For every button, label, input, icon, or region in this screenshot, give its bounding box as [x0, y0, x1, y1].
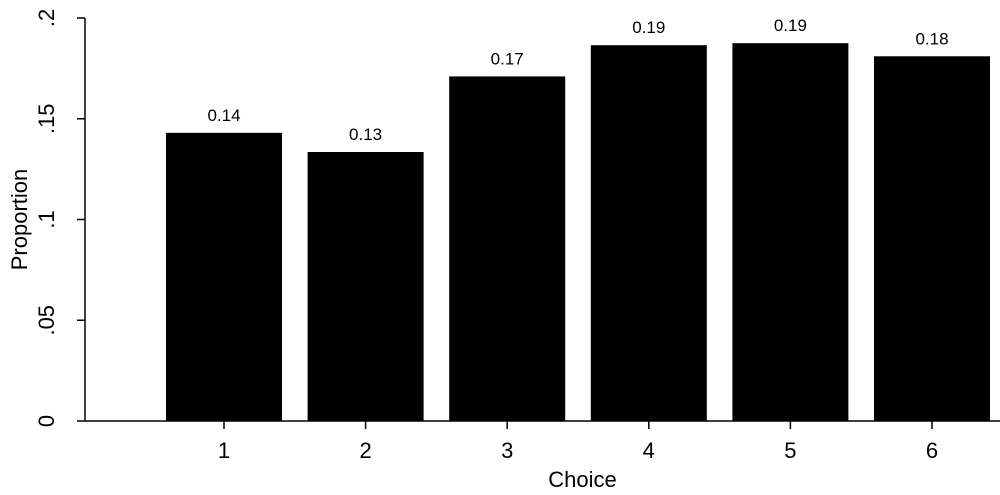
value-label: 0.19	[774, 16, 807, 35]
x-tick-label: 4	[643, 438, 655, 463]
y-tick-label: .15	[34, 103, 59, 134]
bars-group	[166, 43, 990, 422]
x-axis-title: Choice	[548, 467, 616, 492]
x-axis: 1 2 3 4 5 6	[85, 420, 1000, 463]
x-tick-label: 6	[926, 438, 938, 463]
y-axis: 0 .05 .1 .15 .2	[34, 9, 86, 427]
bar-4	[590, 45, 707, 421]
y-axis-title: Proportion	[7, 169, 32, 271]
value-labels-group: 0.14 0.13 0.17 0.19 0.19 0.18	[207, 16, 948, 144]
x-tick-label: 3	[501, 438, 513, 463]
value-label: 0.17	[491, 49, 524, 68]
bar-1	[166, 132, 282, 422]
bar-5	[732, 43, 849, 421]
value-label: 0.14	[207, 106, 240, 125]
y-tick-label: .05	[34, 305, 59, 336]
y-tick-label: 0	[34, 415, 59, 427]
value-label: 0.18	[915, 29, 948, 48]
value-label: 0.19	[632, 18, 665, 37]
x-tick-label: 2	[359, 438, 371, 463]
y-tick-label: .1	[34, 210, 59, 228]
bar-6	[874, 56, 990, 421]
y-tick-label: .2	[34, 9, 59, 27]
x-tick-label: 1	[218, 438, 230, 463]
x-tick-label: 5	[784, 438, 796, 463]
bar-3	[449, 76, 566, 421]
value-label: 0.13	[349, 125, 382, 144]
bar-2	[307, 151, 424, 421]
